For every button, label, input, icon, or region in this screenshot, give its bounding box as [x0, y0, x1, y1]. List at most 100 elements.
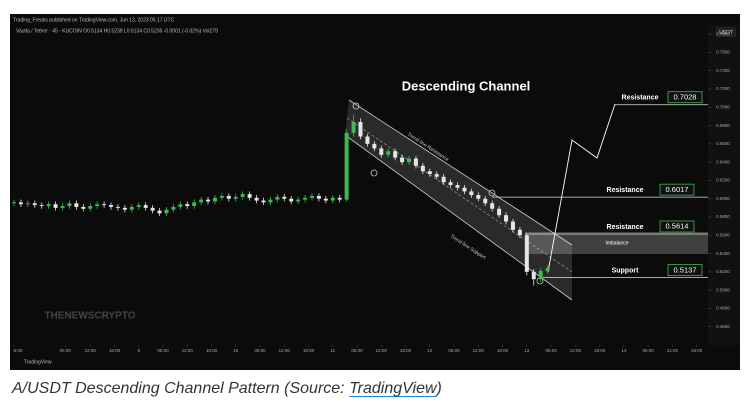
x-tick-label: 06:00 [157, 348, 169, 353]
caption-text: A/USDT Descending Channel Pattern (Sourc… [12, 380, 350, 397]
price-axis [708, 25, 740, 345]
pivot [370, 169, 378, 177]
level-value: 0.6017 [666, 185, 689, 194]
candle-body [18, 202, 23, 205]
candle-body [185, 204, 190, 207]
candle-body [275, 196, 280, 200]
candle-body [192, 202, 197, 207]
x-tick-label: 06:00 [545, 348, 557, 353]
candle-body [420, 165, 425, 172]
level-label: Resistance [607, 224, 644, 231]
level-label: Support [612, 267, 639, 274]
candle-body [268, 199, 273, 203]
chart: Trading_Freaks published on TradingView.… [10, 14, 740, 370]
candle-body [476, 195, 481, 199]
x-tick-label: 14 [621, 348, 627, 353]
candle-body [316, 195, 321, 199]
candle-body [504, 215, 509, 222]
candle-body [178, 204, 183, 207]
candle-body [455, 185, 460, 188]
candle-body [344, 132, 349, 200]
candle-body [372, 143, 377, 149]
candle-body [95, 204, 100, 207]
candle-body [240, 194, 245, 197]
candle-body [427, 171, 432, 175]
x-tick-label: 06:00 [60, 348, 72, 353]
level-value: 0.5137 [674, 265, 697, 274]
x-tick-label: 18:00 [303, 348, 315, 353]
x-tick-label: 6:00 [14, 348, 23, 353]
y-tick-label: 0.6400 [716, 159, 730, 164]
y-tick-label: 0.5200 [716, 269, 730, 274]
chart-panel [10, 14, 740, 370]
candle-body [46, 204, 51, 207]
candle-body [32, 203, 37, 206]
pivot [488, 189, 496, 197]
candle-body [247, 194, 252, 198]
candle-body [462, 187, 467, 192]
symbol-line: Vaulta / Tether · 45 · KUCOIN O0.5134 H0… [16, 28, 218, 34]
candle-body [497, 208, 502, 216]
level-box [659, 183, 695, 196]
y-tick-label: 0.4600 [716, 324, 730, 329]
y-tick-label: 0.7200 [716, 86, 730, 91]
candle-body [289, 198, 294, 202]
pivot [352, 102, 360, 110]
candle-body [233, 196, 238, 199]
y-tick-label: 0.4800 [716, 306, 730, 311]
candle-body [303, 197, 308, 200]
channel [345, 100, 572, 300]
x-tick-label: 18:00 [109, 348, 121, 353]
projection [547, 103, 616, 273]
currency-button[interactable] [716, 27, 736, 37]
x-tick-label: 12:00 [85, 348, 97, 353]
candle-body [67, 203, 72, 207]
x-tick-label: 9 [137, 348, 140, 353]
candle-body [413, 158, 418, 166]
candle-body [538, 270, 543, 280]
candle-body [122, 207, 127, 210]
imbalance-label: Imbalance [605, 240, 628, 246]
candle-body [524, 235, 529, 272]
candle-body [25, 203, 30, 205]
pivots [352, 102, 544, 285]
candle-body [109, 205, 114, 207]
candle-body [282, 196, 287, 199]
x-tick-label: 18:00 [497, 348, 509, 353]
candle-body [531, 271, 536, 280]
x-tick-label: 12:00 [473, 348, 485, 353]
candle-body [400, 157, 405, 163]
channel-mid [346, 117, 573, 273]
watermark: THENEWSCRYPTO [44, 311, 135, 322]
x-tick-label: 06:00 [642, 348, 654, 353]
caption-link[interactable]: TradingView [349, 380, 437, 397]
candle-body [469, 191, 474, 196]
candle-body [483, 198, 488, 204]
y-tick-label: 0.6600 [716, 141, 730, 146]
candle-body [129, 206, 134, 210]
candle-body [219, 195, 224, 198]
candle-body [393, 151, 398, 158]
candle-body [309, 195, 314, 198]
candle-body [337, 197, 342, 200]
candle-body [164, 209, 169, 214]
x-tick-label: 12:00 [279, 348, 291, 353]
candle-body [171, 206, 176, 210]
candle-body [261, 200, 266, 203]
caption: A/USDT Descending Channel Pattern (Sourc… [12, 380, 442, 398]
chart-title: Descending Channel [402, 78, 531, 93]
level-box [667, 264, 703, 277]
y-tick-label: 0.5600 [716, 232, 730, 237]
candle-body [545, 268, 550, 271]
level-label: Resistance [622, 95, 659, 102]
y-tick-label: 0.6000 [716, 196, 730, 201]
x-tick-label: 12:00 [376, 348, 388, 353]
y-tick-label: 0.5000 [716, 287, 730, 292]
candle-body [490, 203, 495, 209]
candle-body [12, 202, 16, 204]
candle-body [365, 136, 370, 144]
candle-body [53, 204, 58, 208]
candle-body [517, 229, 522, 236]
level-label: Resistance [607, 187, 644, 194]
level-box [667, 91, 703, 104]
